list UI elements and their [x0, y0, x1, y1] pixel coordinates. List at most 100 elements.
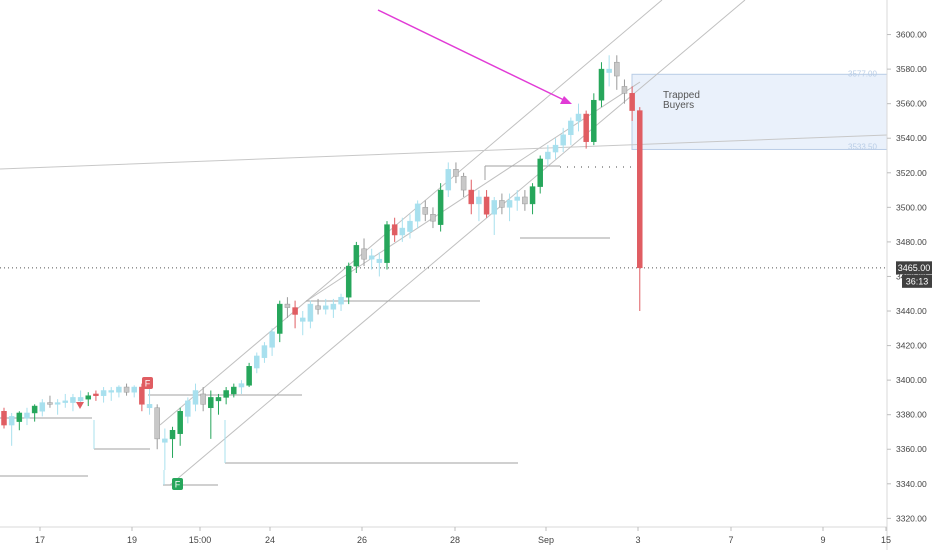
trapped-buyers-zone [631, 73, 888, 150]
candle-body [407, 220, 413, 232]
price-axis-label: 3320.00 [896, 513, 927, 523]
price-axis-label: 3440.00 [896, 306, 927, 316]
candle-body [384, 224, 390, 263]
candle-body [116, 386, 122, 393]
candle-body [621, 86, 628, 94]
price-axis-label: 3580.00 [896, 64, 927, 74]
time-axis-label: 15 [881, 535, 891, 545]
price-axis-label: 3420.00 [896, 341, 927, 351]
candle-body [414, 203, 421, 222]
candle-body [261, 345, 268, 358]
candle-body [123, 386, 130, 393]
candle-body [39, 402, 46, 412]
candle-body [499, 200, 505, 208]
candle-body [85, 395, 92, 400]
candle-body [269, 331, 275, 348]
candle-body [637, 110, 643, 269]
candles [1, 55, 643, 470]
candle-body [537, 158, 543, 187]
time-axis-label: 17 [35, 535, 45, 545]
candle-body [460, 175, 467, 191]
candle-body [514, 196, 520, 201]
candle-body [231, 386, 237, 395]
candle-body [468, 189, 475, 205]
candle-body [614, 61, 620, 77]
zone-bottom-price-label: 3533.50 [848, 142, 877, 151]
candle-body [322, 305, 329, 310]
candle-body [430, 214, 436, 222]
candle-body [277, 303, 283, 334]
candle-body [361, 248, 367, 260]
candle-body [169, 429, 176, 440]
candle-body [54, 402, 61, 405]
annotation-arrow [377, 9, 572, 104]
current-price-value: 3465.00 [898, 263, 931, 273]
candle-body [545, 151, 551, 160]
candle-body [62, 400, 69, 403]
candle-body [185, 400, 191, 417]
candle-body [391, 224, 398, 236]
candle-body [606, 68, 612, 73]
time-axis-label: 15:00 [189, 535, 212, 545]
candle-body [8, 416, 15, 426]
candle-body [131, 386, 137, 393]
price-axis-label: 3400.00 [896, 375, 927, 385]
candle-body [246, 366, 252, 386]
price-axis-label: 3500.00 [896, 202, 927, 212]
candle-body [506, 200, 513, 208]
candle-body [583, 113, 589, 142]
current-price-label: 3465.00 36:13 [896, 261, 932, 288]
price-levels [0, 165, 640, 486]
candle-body [629, 93, 635, 111]
candle-body [77, 397, 84, 402]
candle-body [31, 405, 38, 414]
time-axis-label: 24 [265, 535, 275, 545]
candle-body [70, 397, 76, 403]
candle-body [529, 186, 536, 205]
candle-body [483, 196, 490, 215]
candle-body [422, 207, 429, 215]
candle-body [284, 303, 291, 308]
price-axis-label: 3340.00 [896, 479, 927, 489]
candle-body [299, 317, 306, 322]
candle-body [254, 355, 260, 369]
candle-body [200, 393, 206, 405]
price-axis: 3320.00 3340.00 3360.00 3380.00 3400.00 3420.… [887, 30, 927, 523]
price-axis-label: 3600.00 [896, 30, 927, 40]
candle-body [139, 386, 145, 405]
candle-body [16, 412, 23, 422]
candle-body [568, 120, 574, 136]
price-axis-label: 3480.00 [896, 237, 927, 247]
fractal-marker-top-label: F [145, 379, 151, 389]
candle-body [238, 383, 245, 388]
zone-top-price-label: 3577.00 [848, 69, 877, 78]
time-axis: 17 19 15:00 24 26 28 Sep 3 7 9 15 [35, 527, 891, 545]
fractal-marker-bottom-label: F [175, 480, 181, 490]
time-axis-label: 19 [127, 535, 137, 545]
candle-body [24, 412, 30, 419]
price-axis-label: 3560.00 [896, 99, 927, 109]
candle-body [100, 390, 107, 396]
candle-body [522, 196, 528, 205]
candle-body [598, 68, 605, 101]
bar-countdown: 36:13 [906, 276, 929, 286]
candle-body [93, 393, 99, 396]
time-axis-label: 26 [357, 535, 367, 545]
price-axis-label: 3520.00 [896, 168, 927, 178]
candle-body [591, 99, 597, 142]
candle-body [552, 144, 559, 153]
channel-lower-line [169, 0, 746, 486]
time-axis-label: 7 [728, 535, 733, 545]
price-axis-label: 3360.00 [896, 444, 927, 454]
price-axis-label: 3540.00 [896, 133, 927, 143]
candle-body [223, 390, 229, 398]
candle-body [476, 196, 482, 205]
candle-body [192, 390, 199, 405]
fractal-marker-bottom: F [172, 478, 183, 490]
candle-body [177, 410, 183, 434]
candle-body [575, 113, 582, 122]
long-trendline [0, 134, 888, 170]
candle-body [345, 265, 352, 298]
